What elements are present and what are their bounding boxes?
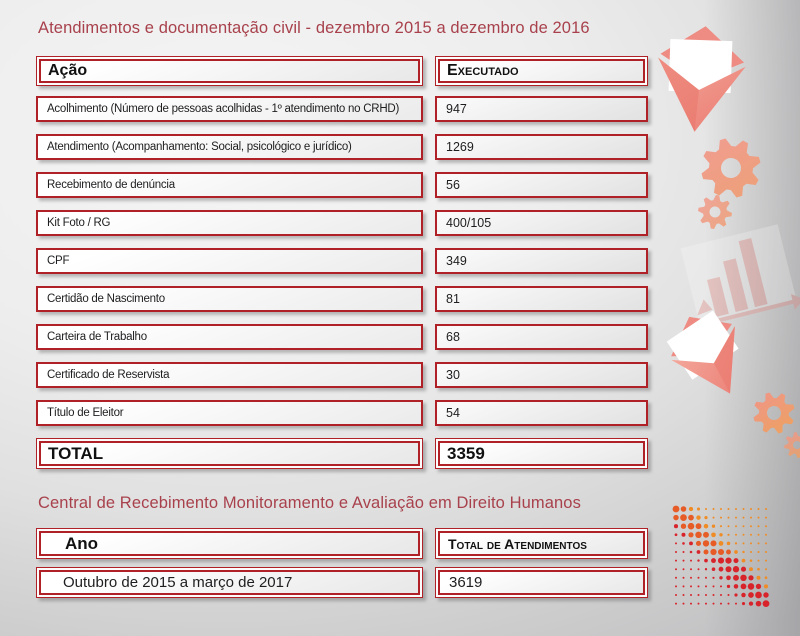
- column-header-total-atendimentos: Total de Atendimentos: [435, 528, 648, 559]
- gear-orange-icon: [753, 392, 795, 434]
- executed-cell: 56: [435, 172, 648, 198]
- action-cell: Atendimento (Acompanhamento: Social, psi…: [36, 134, 423, 160]
- executed-cell: 1269: [435, 134, 648, 160]
- action-cell: Certificado de Reservista: [36, 362, 423, 388]
- period-value-cell: 3619: [435, 567, 648, 598]
- section2-title: Central de Recebimento Monitoramento e A…: [38, 494, 581, 512]
- table2: Ano Total de Atendimentos Outubro de 201…: [36, 528, 648, 598]
- section1-title: Atendimentos e documentação civil - deze…: [38, 19, 590, 37]
- table1-header: Ação Executado: [36, 56, 648, 86]
- action-cell: Kit Foto / RG: [36, 210, 423, 236]
- gear-icon: [701, 138, 761, 198]
- executed-cell: 349: [435, 248, 648, 274]
- period-cell: Outubro de 2015 a março de 2017: [36, 567, 423, 598]
- chart-up-icon: [680, 224, 800, 327]
- action-cell: CPF: [36, 248, 423, 274]
- column-header-executado: Executado: [435, 56, 648, 86]
- table1-rows: Acolhimento (Número de pessoas acolhidas…: [36, 96, 648, 426]
- executed-cell: 81: [435, 286, 648, 312]
- total-label-cell: TOTAL: [36, 438, 423, 469]
- executed-cell: 30: [435, 362, 648, 388]
- gear-edge-icon: [784, 432, 800, 458]
- executed-cell: 947: [435, 96, 648, 122]
- column-header-acao: Ação: [36, 56, 423, 86]
- executed-cell: 68: [435, 324, 648, 350]
- action-cell: Título de Eleitor: [36, 400, 423, 426]
- mail-open-icon: [658, 26, 746, 132]
- gear-small-icon: [698, 195, 732, 229]
- mail-open-tilted-icon: [666, 310, 739, 394]
- action-cell: Certidão de Nascimento: [36, 286, 423, 312]
- executed-cell: 54: [435, 400, 648, 426]
- action-cell: Recebimento de denúncia: [36, 172, 423, 198]
- table1-total-row: TOTAL 3359: [36, 438, 648, 469]
- total-value-cell: 3359: [435, 438, 648, 469]
- dot-grid-pattern: [672, 505, 770, 607]
- executed-cell: 400/105: [435, 210, 648, 236]
- column-header-ano: Ano: [36, 528, 423, 559]
- action-cell: Carteira de Trabalho: [36, 324, 423, 350]
- action-cell: Acolhimento (Número de pessoas acolhidas…: [36, 96, 423, 122]
